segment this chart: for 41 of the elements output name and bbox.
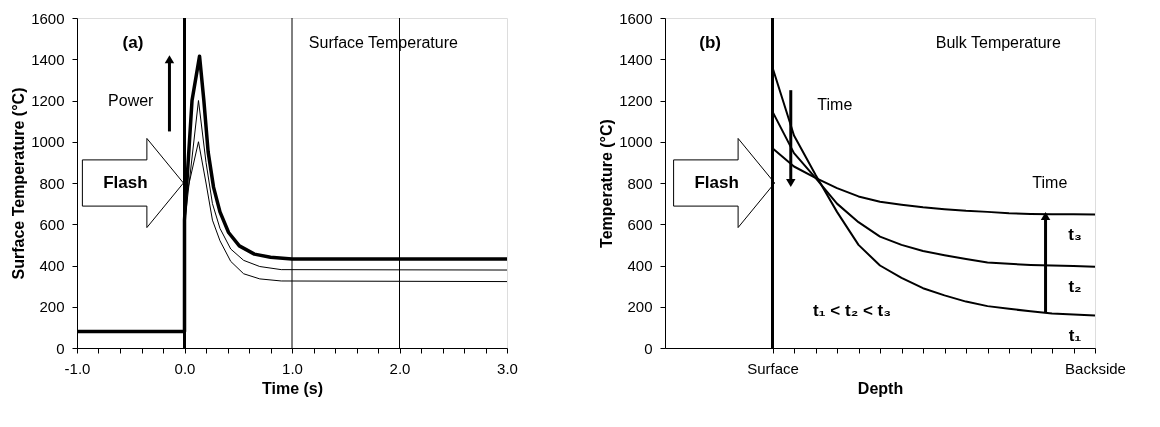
y-tick-label: 1600 (31, 9, 65, 27)
annotation: (a) (122, 32, 144, 52)
y-tick-label: 200 (627, 298, 653, 316)
y-axis-title: Temperature (°C) (598, 119, 616, 248)
y-tick-label: 600 (39, 215, 65, 233)
y-tick-label: 800 (627, 174, 653, 192)
y-tick-label: 400 (39, 257, 65, 274)
annotation: Time (1032, 174, 1068, 191)
y-tick-label: 1000 (31, 133, 65, 151)
annotation: t₂ (1068, 276, 1082, 296)
y-tick-label: 400 (627, 257, 653, 274)
y-tick-label: 800 (39, 174, 65, 192)
text: Flash (694, 173, 739, 192)
y-tick-label: 600 (627, 215, 653, 233)
y-tick-label: 1400 (31, 50, 65, 68)
x-axis-title: Depth (857, 379, 904, 397)
y-tick-label: 1000 (619, 133, 653, 151)
y-tick-label: 1600 (619, 9, 653, 27)
y-tick-label: 0 (644, 339, 653, 357)
y-tick-label: 0 (56, 339, 65, 357)
x-tick-label: Backside (1065, 359, 1126, 377)
y-axis-title: Surface Temperature (°C) (10, 87, 28, 280)
y-tick-label: 1200 (619, 92, 653, 109)
y-tick-label: 1200 (31, 92, 65, 109)
annotation: t₃ (1068, 224, 1082, 244)
annotation: t₁ < t₂ < t₃ (812, 300, 892, 320)
annotation: Bulk Temperature (935, 33, 1061, 51)
text: (b) (699, 32, 722, 52)
annotation: Power (108, 91, 155, 109)
x-tick-label: 3.0 (497, 359, 518, 377)
y-tick-label: 1400 (619, 50, 653, 68)
x-tick-label: 2.0 (389, 359, 411, 377)
annotation: t₁ (1068, 325, 1082, 345)
y-tick-label: 200 (39, 298, 65, 316)
x-axis-title: Time (s) (261, 379, 324, 397)
annotation: Time (817, 95, 853, 113)
x-tick-label: Surface (747, 359, 799, 377)
annotation: Flash (103, 173, 148, 192)
x-tick-label: 1.0 (282, 359, 303, 377)
x-tick-label: -1.0 (64, 359, 91, 377)
x-tick-label: 0.0 (174, 359, 196, 377)
